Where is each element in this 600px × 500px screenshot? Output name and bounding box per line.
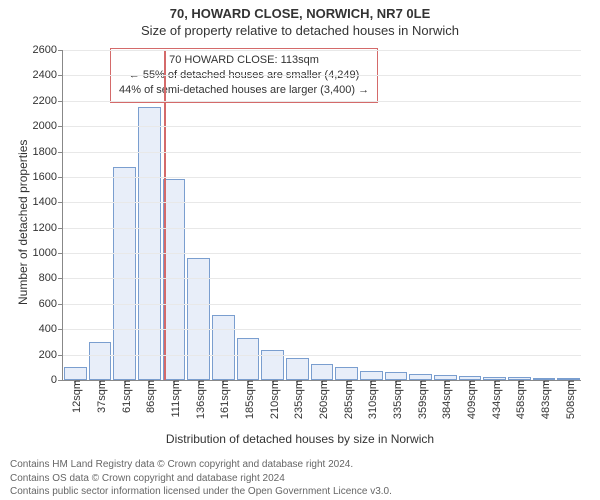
xtick-label: 111sqm — [166, 380, 182, 418]
ytick-label: 0 — [51, 374, 63, 386]
ytick-label: 2000 — [33, 120, 63, 132]
ytick-label: 2200 — [33, 95, 63, 107]
xtick-label: 161sqm — [215, 380, 231, 419]
footer-line-1: Contains HM Land Registry data © Crown c… — [10, 458, 590, 472]
histogram-bar — [64, 367, 87, 380]
ytick-label: 1200 — [33, 222, 63, 234]
histogram-bar — [360, 371, 383, 380]
histogram-bar — [138, 107, 161, 380]
ytick-label: 800 — [39, 272, 63, 284]
gridline — [63, 355, 581, 356]
xtick-label: 508sqm — [561, 380, 577, 419]
histogram-bar — [187, 258, 210, 380]
xtick-label: 37sqm — [92, 380, 108, 413]
xtick-label: 12sqm — [67, 380, 83, 413]
xtick-label: 409sqm — [462, 380, 478, 419]
xtick-label: 185sqm — [240, 380, 256, 419]
chart-container: 70, HOWARD CLOSE, NORWICH, NR7 0LE Size … — [0, 0, 600, 500]
plot-area: 0200400600800100012001400160018002000220… — [62, 50, 581, 381]
ytick-label: 1000 — [33, 247, 63, 259]
gridline — [63, 253, 581, 254]
histogram-bar — [89, 342, 112, 380]
bars-group — [63, 50, 581, 380]
xtick-label: 458sqm — [511, 380, 527, 419]
ytick-label: 1400 — [33, 196, 63, 208]
histogram-bar — [163, 179, 186, 380]
xtick-label: 434sqm — [487, 380, 503, 419]
xtick-label: 136sqm — [191, 380, 207, 419]
ytick-label: 1600 — [33, 171, 63, 183]
property-marker-line — [164, 50, 166, 380]
histogram-bar — [237, 338, 260, 380]
xtick-label: 86sqm — [141, 380, 157, 413]
gridline — [63, 177, 581, 178]
histogram-bar — [385, 372, 408, 380]
xtick-label: 359sqm — [413, 380, 429, 419]
y-axis-title: Number of detached properties — [16, 140, 30, 305]
gridline — [63, 75, 581, 76]
xtick-label: 235sqm — [289, 380, 305, 419]
histogram-bar — [212, 315, 235, 380]
histogram-bar — [335, 367, 358, 380]
gridline — [63, 50, 581, 51]
footer-line-3: Contains public sector information licen… — [10, 485, 590, 499]
gridline — [63, 202, 581, 203]
footer-line-2: Contains OS data © Crown copyright and d… — [10, 472, 590, 486]
ytick-label: 600 — [39, 298, 63, 310]
ytick-label: 200 — [39, 349, 63, 361]
ytick-label: 400 — [39, 323, 63, 335]
x-axis-title: Distribution of detached houses by size … — [0, 432, 600, 446]
histogram-bar — [286, 358, 309, 380]
gridline — [63, 304, 581, 305]
gridline — [63, 329, 581, 330]
xtick-label: 210sqm — [265, 380, 281, 419]
histogram-bar — [311, 364, 334, 381]
xtick-label: 384sqm — [437, 380, 453, 419]
gridline — [63, 152, 581, 153]
histogram-bar — [113, 167, 136, 380]
xtick-label: 61sqm — [117, 380, 133, 413]
ytick-label: 2400 — [33, 69, 63, 81]
ytick-label: 1800 — [33, 146, 63, 158]
xtick-label: 335sqm — [388, 380, 404, 419]
footer-credits: Contains HM Land Registry data © Crown c… — [0, 454, 600, 500]
xtick-label: 285sqm — [339, 380, 355, 419]
page-title: 70, HOWARD CLOSE, NORWICH, NR7 0LE — [0, 0, 600, 21]
gridline — [63, 278, 581, 279]
gridline — [63, 126, 581, 127]
page-subtitle: Size of property relative to detached ho… — [0, 23, 600, 38]
gridline — [63, 101, 581, 102]
ytick-label: 2600 — [33, 44, 63, 56]
xtick-label: 310sqm — [363, 380, 379, 419]
gridline — [63, 228, 581, 229]
xtick-label: 483sqm — [536, 380, 552, 419]
xtick-label: 260sqm — [314, 380, 330, 419]
